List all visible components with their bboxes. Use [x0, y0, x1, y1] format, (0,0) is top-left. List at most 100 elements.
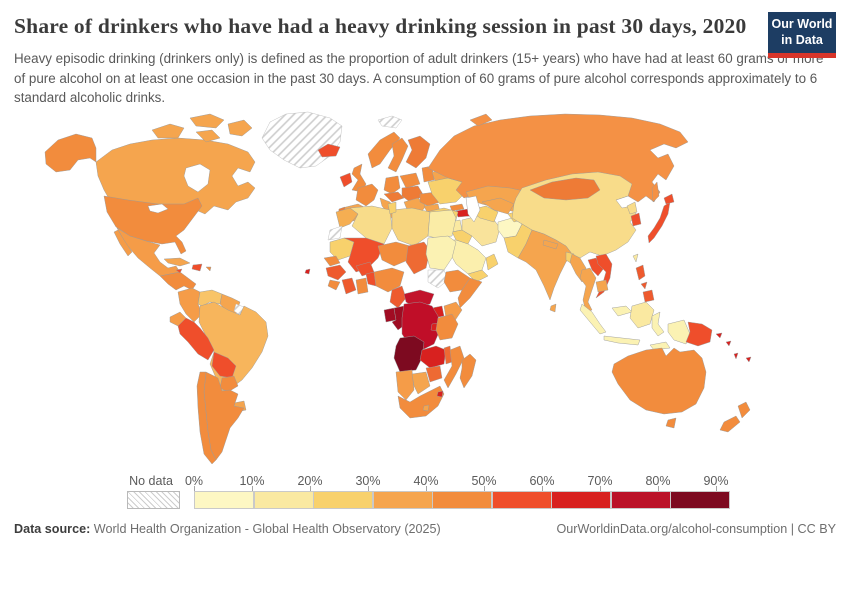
- region-western-sahara[interactable]: [327, 225, 343, 240]
- region-somalia[interactable]: [457, 277, 483, 308]
- region-borneo[interactable]: [629, 301, 655, 328]
- region-alaska[interactable]: [44, 133, 97, 172]
- region-eswatini[interactable]: [436, 390, 444, 397]
- legend-bin-60-70%[interactable]: [551, 490, 611, 509]
- region-nigeria[interactable]: [373, 267, 405, 292]
- region-canada-island4[interactable]: [195, 129, 221, 142]
- region-central-america[interactable]: [159, 271, 197, 290]
- region-sakhalin[interactable]: [651, 181, 660, 202]
- region-poland[interactable]: [399, 172, 421, 188]
- legend-bin-10-20%[interactable]: [253, 490, 314, 509]
- region-mozambique[interactable]: [443, 345, 465, 388]
- region-jamaica[interactable]: [175, 268, 183, 273]
- region-tanzania[interactable]: [435, 313, 459, 340]
- region-greenland[interactable]: [261, 111, 343, 168]
- region-iraq[interactable]: [451, 229, 473, 244]
- region-chad[interactable]: [405, 241, 431, 274]
- region-oman[interactable]: [485, 253, 499, 270]
- region-cape-verde[interactable]: [304, 268, 311, 274]
- region-ivory-coast[interactable]: [341, 277, 357, 294]
- region-philippines-luzon[interactable]: [635, 264, 646, 280]
- region-lesotho[interactable]: [422, 404, 430, 411]
- region-south-africa[interactable]: [397, 385, 445, 418]
- region-mexico[interactable]: [116, 227, 181, 276]
- no-data-swatch[interactable]: [127, 490, 180, 509]
- world-choropleth-map[interactable]: [0, 110, 850, 472]
- region-peru[interactable]: [177, 317, 215, 360]
- region-south-korea[interactable]: [630, 212, 642, 226]
- region-zimbabwe[interactable]: [425, 365, 443, 382]
- region-morocco[interactable]: [335, 207, 359, 228]
- region-mongolia[interactable]: [529, 177, 601, 200]
- region-egypt[interactable]: [427, 209, 457, 238]
- legend-bin-30-40%[interactable]: [372, 490, 433, 509]
- region-namibia[interactable]: [395, 369, 415, 400]
- region-mexico-baja[interactable]: [113, 229, 133, 256]
- region-tasmania[interactable]: [665, 417, 677, 428]
- region-fiji[interactable]: [745, 356, 752, 362]
- owid-logo[interactable]: Our World in Data: [768, 12, 836, 58]
- region-france[interactable]: [355, 183, 379, 206]
- region-libya[interactable]: [391, 207, 431, 246]
- region-north-korea[interactable]: [626, 201, 638, 214]
- legend-color-bar[interactable]: [194, 490, 730, 509]
- region-iceland[interactable]: [317, 143, 341, 157]
- region-sri-lanka[interactable]: [549, 303, 557, 312]
- region-guinea[interactable]: [325, 264, 347, 280]
- region-germany[interactable]: [383, 175, 401, 194]
- region-laos[interactable]: [587, 257, 605, 276]
- region-senegal[interactable]: [323, 255, 341, 266]
- region-papua-new-guinea[interactable]: [685, 321, 713, 346]
- region-indonesia-sulawesi[interactable]: [651, 311, 665, 336]
- region-ghana[interactable]: [355, 277, 369, 294]
- region-zambia[interactable]: [419, 345, 447, 368]
- region-nepal[interactable]: [542, 239, 559, 249]
- legend-bin-70-80%[interactable]: [610, 490, 671, 509]
- region-indonesia-sumatra[interactable]: [579, 303, 607, 334]
- region-sierra-leone-liberia[interactable]: [327, 279, 341, 290]
- region-hispaniola[interactable]: [191, 263, 203, 271]
- region-south-sudan[interactable]: [427, 269, 449, 288]
- owid-link[interactable]: OurWorldinData.org/alcohol-consumption |…: [556, 521, 836, 536]
- region-canada-island1[interactable]: [151, 123, 185, 138]
- region-finland[interactable]: [405, 135, 431, 168]
- region-canada-island3[interactable]: [227, 119, 253, 136]
- region-niger[interactable]: [377, 241, 411, 266]
- region-taiwan[interactable]: [632, 253, 639, 262]
- region-cuba[interactable]: [163, 257, 191, 266]
- region-philippines-visayas[interactable]: [640, 281, 648, 289]
- region-malaysia[interactable]: [611, 305, 633, 316]
- region-new-zealand-north[interactable]: [737, 401, 751, 418]
- region-solomon-islands[interactable]: [715, 332, 723, 338]
- region-thailand[interactable]: [579, 267, 597, 312]
- region-canada-island2[interactable]: [189, 113, 225, 128]
- region-tunisia[interactable]: [387, 201, 397, 214]
- region-india[interactable]: [517, 229, 573, 300]
- region-new-zealand-south[interactable]: [719, 415, 741, 432]
- region-japan-hokkaido[interactable]: [663, 193, 675, 204]
- region-vanuatu[interactable]: [733, 352, 739, 359]
- region-madagascar[interactable]: [459, 353, 477, 388]
- region-indonesia-java[interactable]: [603, 335, 641, 345]
- region-sudan[interactable]: [425, 235, 457, 270]
- region-botswana[interactable]: [411, 371, 431, 394]
- region-switzerland-austria[interactable]: [383, 191, 405, 202]
- region-indonesia-west-papua[interactable]: [667, 319, 691, 344]
- region-cambodia[interactable]: [595, 279, 609, 292]
- region-ireland[interactable]: [339, 172, 353, 187]
- legend-bin-20-30%[interactable]: [313, 490, 373, 509]
- region-svalbard[interactable]: [377, 115, 403, 128]
- region-uzbekistan[interactable]: [481, 197, 515, 214]
- region-japan[interactable]: [647, 201, 671, 243]
- region-cameroon[interactable]: [389, 285, 407, 308]
- region-australia[interactable]: [611, 347, 707, 414]
- region-georgia[interactable]: [449, 203, 465, 211]
- region-sweden[interactable]: [387, 137, 409, 172]
- region-angola[interactable]: [393, 335, 425, 372]
- region-novaya-zemlya[interactable]: [469, 113, 493, 126]
- region-puerto-rico[interactable]: [205, 266, 212, 271]
- legend-bin-40-50%[interactable]: [432, 490, 492, 509]
- region-vietnam[interactable]: [595, 253, 613, 298]
- legend-bin-80-90%[interactable]: [670, 490, 730, 509]
- legend-bin-50-60%[interactable]: [491, 490, 552, 509]
